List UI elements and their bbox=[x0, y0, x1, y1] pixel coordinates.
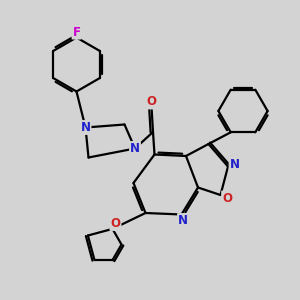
Text: O: O bbox=[110, 217, 121, 230]
Text: N: N bbox=[230, 158, 240, 172]
Text: F: F bbox=[73, 26, 80, 39]
Text: N: N bbox=[178, 214, 188, 227]
Text: O: O bbox=[146, 95, 157, 109]
Text: O: O bbox=[222, 191, 232, 205]
Text: N: N bbox=[130, 142, 140, 155]
Text: N: N bbox=[80, 121, 91, 134]
